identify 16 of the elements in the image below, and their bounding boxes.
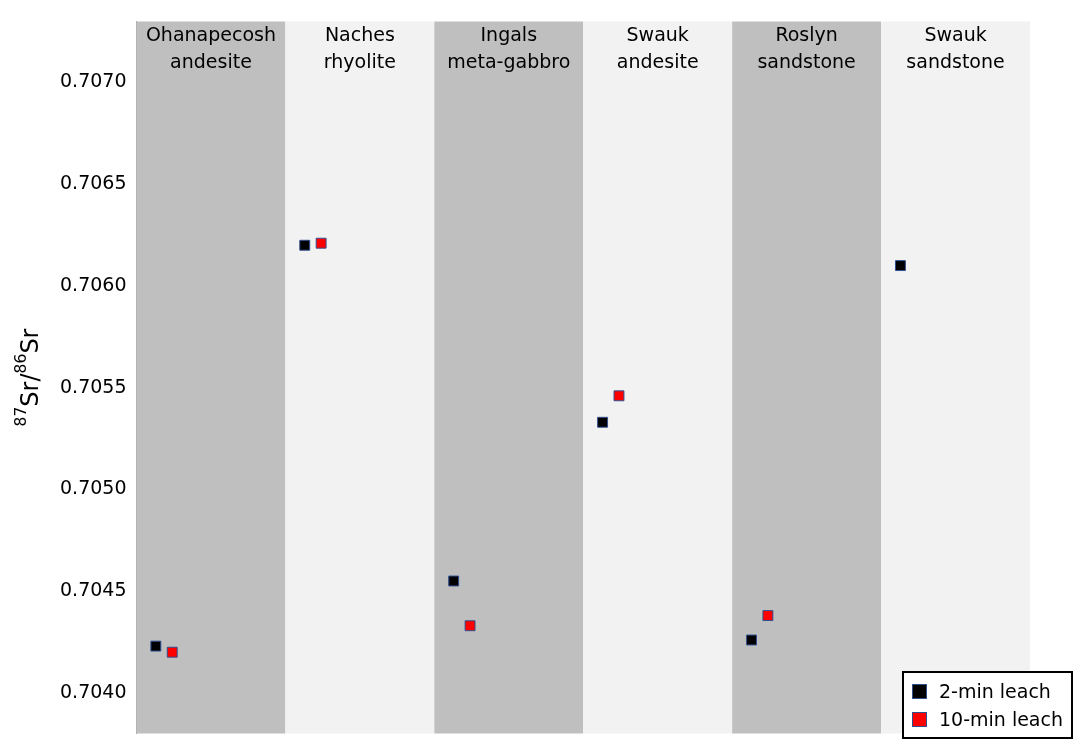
y-tick-label: 0.7065 <box>60 171 127 194</box>
x-tick-label: Swauk andesite <box>616 22 699 72</box>
y-tick-label: 0.7045 <box>60 578 127 601</box>
x-tick-label: Naches rhyolite <box>323 22 396 72</box>
y-tick-label: 0.7055 <box>60 374 127 397</box>
x-tick-label: Roslyn sandstone <box>757 22 856 72</box>
y-tick-label: 0.7050 <box>60 476 127 499</box>
legend-label: 10-min leach <box>938 707 1063 732</box>
y-axis-title: 87Sr/86Sr <box>12 328 45 427</box>
y-tick-label: 0.7040 <box>60 679 127 702</box>
x-tick-label: Swauk sandstone <box>906 22 1005 72</box>
y-tick-label: 0.7070 <box>60 69 127 92</box>
x-tick-label: Ohanapecosh andesite <box>145 22 276 72</box>
y-tick-label: 0.7060 <box>60 272 127 295</box>
x-tick-label: Ingals meta-gabbro <box>447 22 571 72</box>
legend-label: 2-min leach <box>938 679 1051 704</box>
